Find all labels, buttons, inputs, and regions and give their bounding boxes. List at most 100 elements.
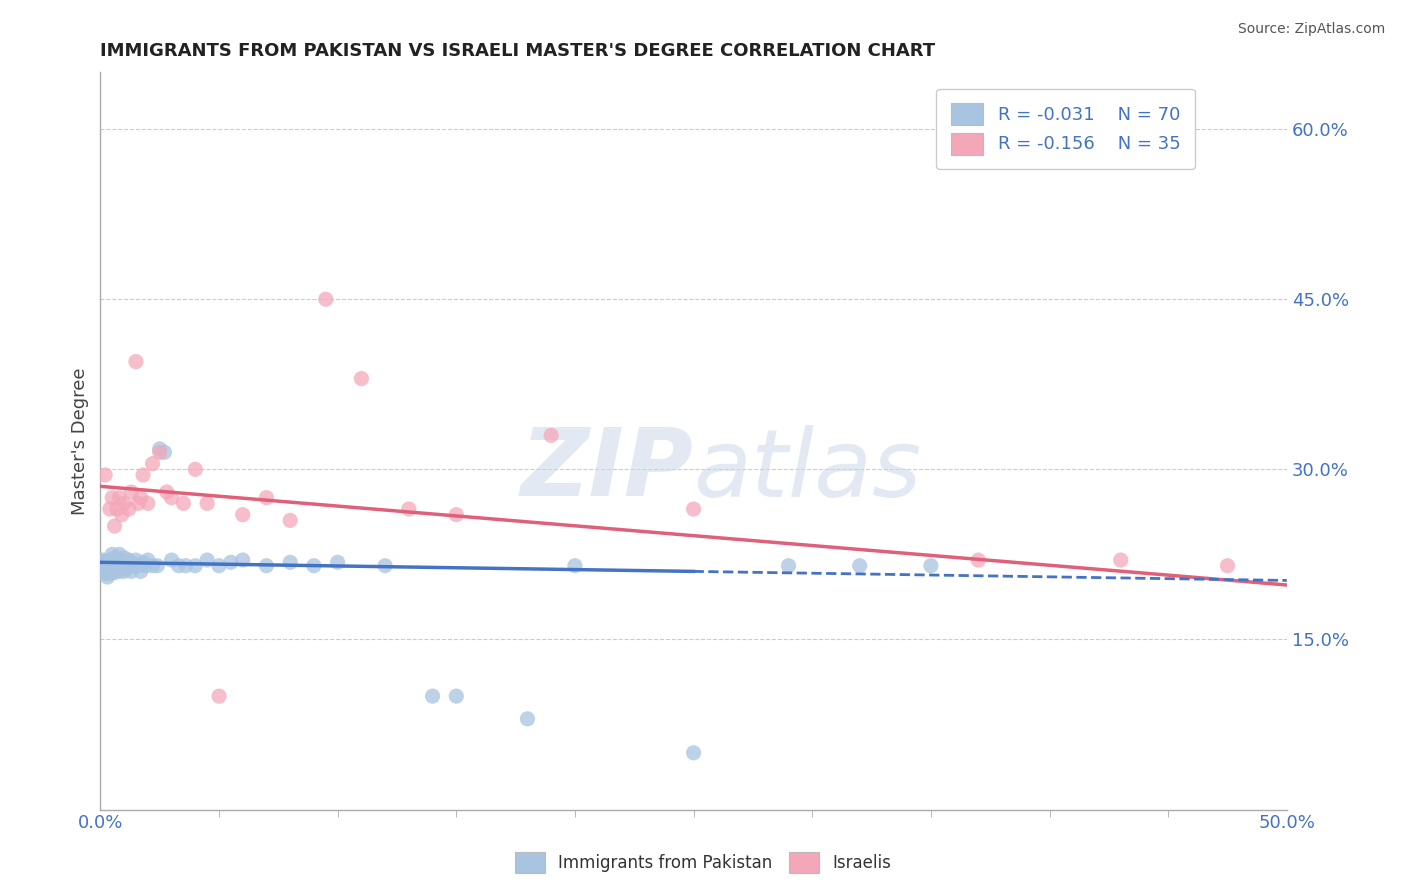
Point	[153, 445, 176, 459]
Point	[108, 555, 131, 569]
Point	[111, 508, 134, 522]
Point	[156, 485, 179, 500]
Point	[94, 554, 117, 568]
Point	[96, 570, 118, 584]
Point	[96, 558, 118, 573]
Point	[94, 468, 117, 483]
Point	[232, 508, 254, 522]
Point	[103, 558, 125, 573]
Point	[160, 491, 183, 505]
Point	[120, 565, 142, 579]
Point	[122, 558, 145, 573]
Point	[94, 558, 117, 572]
Point	[422, 689, 444, 703]
Point	[96, 555, 118, 569]
Point	[127, 496, 149, 510]
Point	[118, 553, 141, 567]
Point	[778, 558, 800, 573]
Text: atlas: atlas	[693, 425, 922, 516]
Point	[103, 566, 125, 580]
Point	[174, 558, 197, 573]
Point	[115, 555, 138, 569]
Point	[184, 462, 207, 476]
Point	[94, 566, 117, 581]
Point	[564, 558, 586, 573]
Point	[232, 553, 254, 567]
Point	[112, 565, 135, 579]
Point	[195, 553, 218, 567]
Point	[278, 555, 301, 569]
Point	[91, 558, 114, 573]
Y-axis label: Master's Degree: Master's Degree	[72, 368, 89, 515]
Point	[127, 558, 149, 573]
Point	[101, 491, 124, 505]
Point	[112, 496, 135, 510]
Point	[278, 513, 301, 527]
Point	[146, 558, 169, 573]
Point	[136, 496, 159, 510]
Point	[103, 519, 125, 533]
Point	[96, 565, 118, 579]
Point	[315, 292, 337, 306]
Point	[848, 558, 870, 573]
Point	[91, 555, 114, 569]
Point	[115, 562, 138, 576]
Point	[967, 553, 990, 567]
Text: ZIP: ZIP	[520, 425, 693, 516]
Point	[132, 468, 155, 483]
Point	[920, 558, 942, 573]
Point	[134, 558, 156, 573]
Point	[142, 558, 165, 573]
Point	[208, 558, 231, 573]
Point	[118, 558, 141, 573]
Point	[108, 565, 131, 579]
Legend: R = -0.031    N = 70, R = -0.156    N = 35: R = -0.031 N = 70, R = -0.156 N = 35	[936, 89, 1195, 169]
Point	[682, 746, 704, 760]
Point	[91, 553, 114, 567]
Point	[132, 555, 155, 569]
Point	[105, 502, 128, 516]
Point	[108, 548, 131, 562]
Point	[682, 502, 704, 516]
Point	[120, 485, 142, 500]
Point	[195, 496, 218, 510]
Point	[302, 558, 325, 573]
Point	[98, 566, 121, 581]
Point	[103, 550, 125, 565]
Point	[136, 553, 159, 567]
Point	[108, 491, 131, 505]
Point	[1109, 553, 1132, 567]
Point	[101, 548, 124, 562]
Point	[129, 565, 152, 579]
Point	[125, 354, 148, 368]
Point	[350, 371, 373, 385]
Point	[256, 491, 278, 505]
Point	[125, 553, 148, 567]
Text: IMMIGRANTS FROM PAKISTAN VS ISRAELI MASTER'S DEGREE CORRELATION CHART: IMMIGRANTS FROM PAKISTAN VS ISRAELI MAST…	[100, 42, 935, 60]
Point	[208, 689, 231, 703]
Point	[118, 502, 141, 516]
Point	[167, 558, 190, 573]
Point	[540, 428, 562, 442]
Legend: Immigrants from Pakistan, Israelis: Immigrants from Pakistan, Israelis	[508, 846, 898, 880]
Point	[398, 502, 420, 516]
Point	[101, 555, 124, 569]
Point	[98, 553, 121, 567]
Point	[184, 558, 207, 573]
Point	[94, 559, 117, 574]
Point	[101, 565, 124, 579]
Point	[256, 558, 278, 573]
Point	[98, 502, 121, 516]
Point	[112, 558, 135, 572]
Point	[111, 553, 134, 567]
Point	[91, 562, 114, 576]
Point	[142, 457, 165, 471]
Point	[516, 712, 538, 726]
Point	[112, 550, 135, 565]
Point	[219, 555, 242, 569]
Point	[374, 558, 396, 573]
Point	[120, 555, 142, 569]
Point	[172, 496, 194, 510]
Point	[326, 555, 349, 569]
Point	[98, 558, 121, 573]
